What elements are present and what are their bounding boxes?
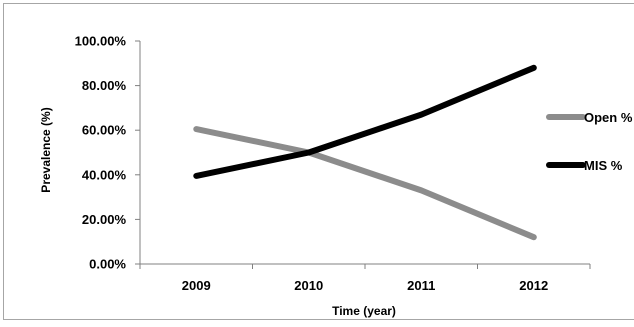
x-tick-label: 2010 [294, 278, 323, 293]
legend-label: MIS % [584, 158, 623, 173]
y-tick-label: 80.00% [82, 78, 127, 93]
legend-label: Open % [584, 110, 633, 125]
legend: Open % MIS % [549, 110, 633, 173]
x-axis: 2009 2010 2011 2012 [140, 264, 590, 293]
x-axis-title: Time (year) [332, 304, 396, 318]
y-axis-title: Prevalence (%) [39, 107, 53, 192]
x-tick-label: 2011 [407, 278, 435, 293]
y-tick-label: 60.00% [82, 123, 127, 138]
y-tick-label: 20.00% [82, 212, 127, 227]
series-line-open [196, 129, 534, 237]
y-tick-label: 40.00% [82, 167, 127, 182]
x-tick-label: 2012 [519, 278, 548, 293]
y-tick-label: 100.00% [75, 34, 127, 49]
series-line-mis [196, 68, 534, 176]
series-layer [196, 68, 534, 238]
x-tick-label: 2009 [182, 278, 211, 293]
y-tick-label: 0.00% [89, 257, 126, 272]
y-axis: 0.00% 20.00% 40.00% 60.00% 80.00% 100.00% [75, 34, 140, 272]
chart-border [4, 4, 634, 320]
